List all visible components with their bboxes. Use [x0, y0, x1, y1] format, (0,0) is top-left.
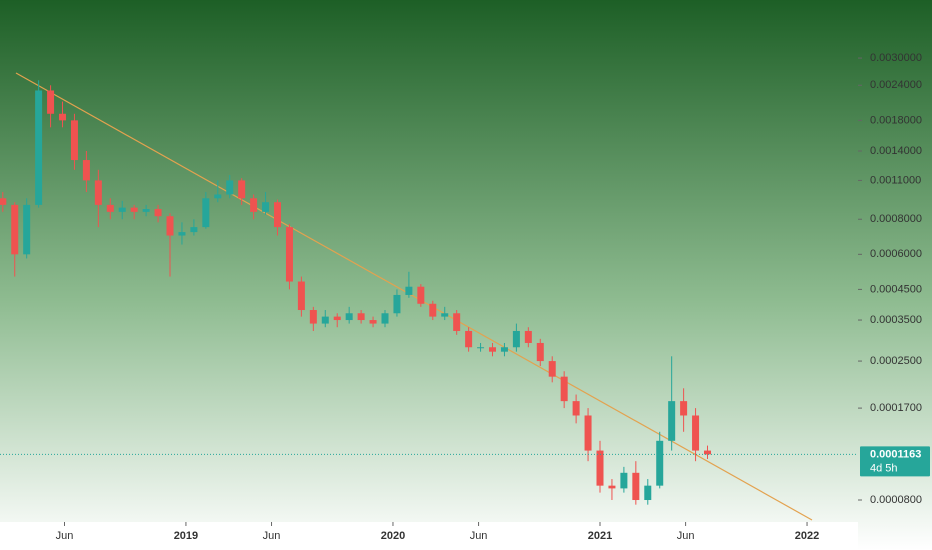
candle-body [118, 207, 126, 212]
candle-body [620, 472, 628, 489]
y-tick-label: 0.0001700 [870, 402, 922, 414]
candle-body [453, 313, 461, 331]
y-tick-label: 0.0000800 [870, 494, 922, 506]
x-tick-label: 2021 [588, 530, 612, 542]
candle-body [178, 232, 186, 236]
candle-body [381, 313, 389, 324]
candle-body [500, 347, 508, 352]
candle-body [142, 209, 150, 212]
candle-body [274, 202, 282, 228]
y-tick-label: 0.0006000 [870, 248, 922, 260]
candle-body [226, 180, 234, 195]
y-tick-label: 0.0030000 [870, 52, 922, 64]
candle-body [130, 207, 138, 212]
y-tick-label: 0.0008000 [870, 213, 922, 225]
candle-body [333, 316, 341, 321]
candle-body [512, 330, 520, 348]
candle-body [441, 313, 449, 317]
candle-body [644, 485, 652, 501]
candle-body [202, 198, 210, 228]
candle-body [417, 286, 425, 304]
candle-body [560, 376, 568, 402]
time-axis [0, 522, 858, 550]
last-price-box [860, 446, 930, 477]
x-tick-label: Jun [470, 530, 488, 542]
candle-body [166, 216, 174, 236]
y-tick-label: 0.0003500 [870, 314, 922, 326]
candle-body [668, 401, 676, 441]
candle-body [692, 415, 700, 451]
candle-body [548, 361, 556, 377]
countdown-label: 4d 5h [870, 462, 898, 474]
candle-body [429, 303, 437, 317]
y-tick-label: 0.0024000 [870, 79, 922, 91]
candle-body [489, 347, 497, 352]
candle-body [524, 330, 532, 343]
candle-body [632, 472, 640, 501]
candle-body [262, 202, 270, 212]
candle-body [357, 313, 365, 321]
candle-body [35, 90, 43, 205]
candle-body [59, 113, 67, 121]
candle-body [190, 227, 198, 233]
candle-body [70, 120, 78, 161]
x-tick-label: 2020 [381, 530, 405, 542]
candle-body [47, 90, 55, 114]
candle-body [250, 198, 258, 212]
candle-body [369, 320, 377, 324]
x-tick-label: 2022 [795, 530, 819, 542]
candle-body [405, 286, 413, 295]
candle-body [238, 180, 246, 199]
candle-body [214, 194, 222, 199]
candle-body [94, 180, 102, 205]
candle-body [309, 310, 317, 324]
candle-body [584, 415, 592, 451]
candle-body [572, 401, 580, 416]
candle-body [11, 204, 19, 255]
candle-body [82, 160, 90, 181]
y-tick-label: 0.0018000 [870, 114, 922, 126]
candle-body [285, 227, 293, 282]
candle-body [465, 330, 473, 348]
candle-body [704, 450, 712, 455]
candle-body [608, 485, 616, 489]
y-tick-label: 0.0002500 [870, 355, 922, 367]
candle-body [393, 294, 401, 314]
y-tick-label: 0.0014000 [870, 145, 922, 157]
candle-body [477, 347, 485, 349]
candle-body [596, 450, 604, 486]
x-tick-label: Jun [56, 530, 74, 542]
x-tick-label: Jun [263, 530, 281, 542]
x-tick-label: Jun [677, 530, 695, 542]
trend-line[interactable] [15, 72, 813, 521]
candle-body [345, 313, 353, 321]
last-price-label: 0.0001163 [870, 448, 921, 460]
candle-body [0, 198, 7, 205]
candle-body [536, 342, 544, 362]
candle-body [656, 440, 664, 486]
candle-body [297, 281, 305, 311]
candle-body [23, 204, 31, 255]
candle-body [680, 401, 688, 416]
x-tick-label: 2019 [174, 530, 198, 542]
y-tick-label: 0.0011000 [870, 174, 921, 186]
candle-body [154, 209, 162, 217]
y-tick-label: 0.0004500 [870, 283, 922, 295]
candle-body [321, 316, 329, 324]
candle-body [106, 204, 114, 212]
